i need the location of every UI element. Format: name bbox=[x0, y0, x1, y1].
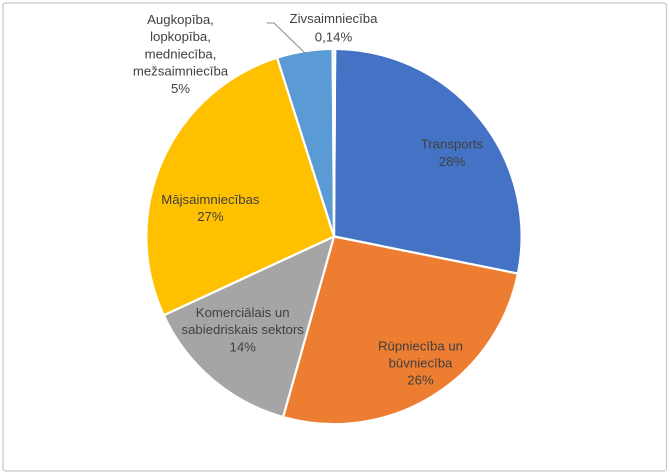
svg-text:0,14%: 0,14% bbox=[315, 29, 353, 44]
svg-text:lopkopība,: lopkopība, bbox=[150, 29, 211, 44]
svg-text:5%: 5% bbox=[171, 81, 190, 96]
svg-text:būvniecība: būvniecība bbox=[389, 356, 453, 371]
svg-text:Transports: Transports bbox=[421, 137, 484, 152]
svg-text:Zivsaimniecība: Zivsaimniecība bbox=[290, 11, 379, 26]
svg-text:26%: 26% bbox=[407, 373, 434, 388]
svg-text:Augkopība,: Augkopība, bbox=[147, 12, 214, 27]
svg-text:27%: 27% bbox=[197, 209, 224, 224]
svg-text:Mājsaimniecības: Mājsaimniecības bbox=[161, 192, 260, 207]
svg-text:sabiedriskais sektors: sabiedriskais sektors bbox=[181, 322, 304, 337]
svg-text:28%: 28% bbox=[439, 154, 466, 169]
svg-text:medniecība,: medniecība, bbox=[145, 46, 217, 61]
svg-text:14%: 14% bbox=[229, 339, 256, 354]
svg-text:mežsaimniecība: mežsaimniecība bbox=[133, 64, 229, 79]
svg-text:Komerciālais un: Komerciālais un bbox=[196, 305, 290, 320]
svg-text:Rūpniecība un: Rūpniecība un bbox=[378, 338, 463, 353]
